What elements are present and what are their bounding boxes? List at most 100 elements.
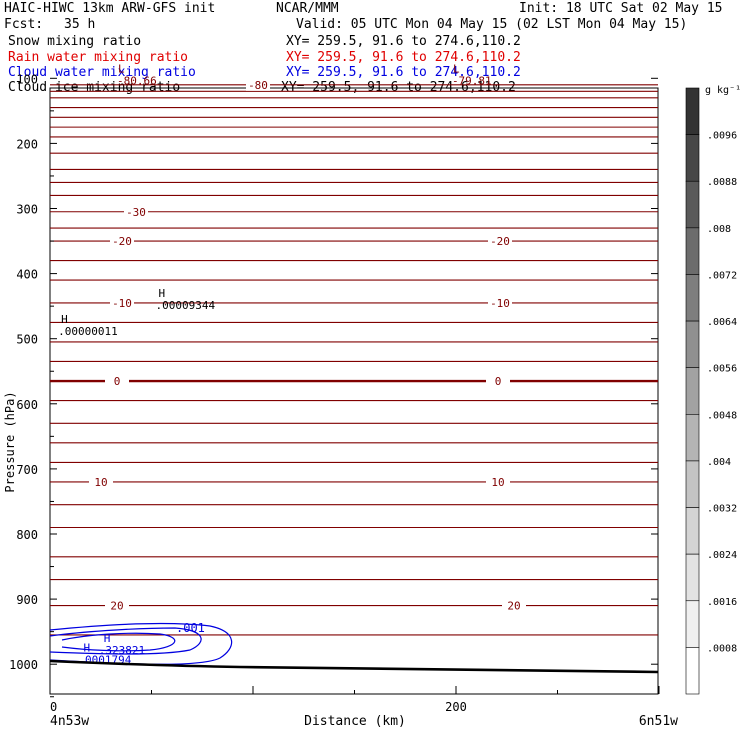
isotherm-label-bg: [488, 296, 512, 309]
colorbar-swatch: [685, 647, 700, 695]
isotherm-label: -20: [490, 235, 510, 248]
isotherm-label: -80: [248, 79, 268, 92]
isotherm-10: [49, 481, 659, 483]
isotherm-line: [49, 461, 659, 464]
isotherm-label: 20: [507, 600, 520, 613]
high-value: .00009344: [156, 299, 216, 312]
colorbar-label: .0064: [707, 317, 737, 328]
colorbar-label: .0016: [707, 597, 737, 608]
isotherm-line: [49, 227, 659, 229]
colorbar-swatch: [685, 507, 700, 555]
isotherm-line: [49, 106, 659, 109]
colorbar-swatch: [685, 460, 700, 508]
isotherm-line: [49, 442, 659, 444]
isotherm-line: [49, 126, 659, 128]
colorbar-label: .0008: [707, 643, 737, 654]
low-value: -80.66: [117, 74, 157, 87]
colorbar-swatch: [685, 367, 700, 415]
cloud-water-high-marker: H: [83, 642, 90, 655]
isotherm-label-bg: [124, 205, 148, 218]
isotherm-line: [49, 360, 659, 363]
colorbar-swatch: [685, 414, 700, 462]
isotherm-label-bg: [89, 475, 113, 488]
low-marker: L: [118, 62, 125, 75]
isotherm-line: [49, 116, 659, 119]
plot-frame: [49, 87, 659, 695]
isotherm-line: [49, 194, 659, 197]
legend-snow-label: Snow mixing ratio: [8, 34, 142, 49]
temperature-contours: -80 -30 -20 -20 -10 -10 0 0 10 10 20 20: [49, 78, 659, 636]
colorbar-swatch: [685, 87, 700, 135]
y-tick-label: 1000: [9, 658, 38, 672]
colorbar-label: .0032: [707, 504, 737, 515]
isotherm-line: [49, 181, 659, 184]
isotherm-line: [49, 526, 659, 529]
cloud-water-contour-mid: [49, 627, 202, 655]
y-tick-label: 600: [16, 398, 38, 412]
legend-snow-xy: XY= 259.5, 91.6 to 274.6,110.2: [286, 34, 521, 49]
isotherm-line: [49, 259, 659, 262]
isotherm--10: [49, 302, 659, 304]
colorbar-label: .0056: [707, 364, 737, 375]
isotherm-label-bg: [486, 375, 510, 388]
isotherm-line: [49, 341, 659, 343]
legend-cloud-water-xy: XY= 259.5, 91.6 to 274.6,110.2: [286, 65, 521, 80]
isotherm-20: [49, 604, 659, 607]
isotherm-line: [49, 136, 659, 138]
isotherm-label: 10: [491, 476, 504, 489]
isotherm-line: [49, 321, 659, 324]
y-tick-label: 100: [16, 72, 38, 86]
colorbar-label: .0048: [707, 410, 737, 421]
colorbar-label: .0024: [707, 550, 737, 561]
y-axis-label: Pressure (hPa): [3, 391, 17, 492]
cloud-water-high-marker: H: [104, 632, 111, 645]
x-tick-label: 200: [445, 700, 467, 714]
terrain-line: [49, 659, 659, 674]
isotherm-line: [49, 555, 659, 558]
isotherm-label-bg: [488, 235, 512, 248]
legend-rain-xy: XY= 259.5, 91.6 to 274.6,110.2: [286, 50, 521, 65]
y-tick-label: 700: [16, 463, 38, 477]
cloud-water-high-value: .323821: [99, 644, 145, 657]
chart-title: HAIC-HIWC 13km ARW-GFS init: [4, 1, 216, 16]
low-marker: L: [453, 62, 460, 75]
cloud-water-contour-inner: [61, 632, 176, 652]
isotherm-line: [49, 503, 659, 506]
valid-time: Valid: 05 UTC Mon 04 May 15 (02 LST Mon …: [296, 17, 688, 32]
isotherm-0: [49, 379, 659, 383]
y-tick-label: 200: [16, 137, 38, 151]
isotherm-label: 10: [94, 476, 107, 489]
isotherm--30: [49, 210, 659, 213]
colorbar-label: .0072: [707, 270, 737, 281]
colorbar-swatch: [685, 134, 700, 182]
isotherm-line: [49, 422, 659, 425]
isotherm-label-bg: [105, 599, 129, 612]
x-axis: 0 200: [49, 686, 660, 714]
isotherm-label-bg: [246, 78, 270, 91]
x-axis-label: Distance (km): [304, 714, 406, 729]
isotherm-line: [49, 152, 659, 155]
isotherm--20: [49, 240, 659, 242]
colorbar-swatch: [685, 180, 700, 229]
colorbar-swatch: [685, 227, 700, 275]
colorbar-swatch: [685, 600, 700, 648]
x-axis-right-end-label: 6n51w: [639, 714, 678, 729]
colorbar-swatch: [685, 320, 700, 368]
colorbar-swatch: [685, 274, 700, 322]
init-time: Init: 18 UTC Sat 02 May 15: [519, 1, 723, 16]
isotherm-line: [49, 279, 659, 281]
colorbar-label: .0096: [707, 131, 737, 142]
isotherm-label-bg: [110, 235, 134, 248]
legend-rain-label: Rain water mixing ratio: [8, 50, 189, 65]
high-marker: H: [159, 287, 166, 300]
legend-cloud-water-label: Cloud water mixing ratio: [8, 65, 196, 80]
isotherm-line: [49, 90, 659, 93]
colorbar: g kg⁻¹ .0096 .0088 .008 .0072 .0064 .0056 .004…: [685, 85, 740, 695]
isotherm-line: [49, 634, 659, 636]
cloud-water-contours: .001: [49, 621, 233, 665]
isotherm-line: [49, 168, 659, 171]
colorbar-unit: g kg⁻¹: [705, 85, 740, 96]
isotherm-label: -10: [112, 297, 132, 310]
